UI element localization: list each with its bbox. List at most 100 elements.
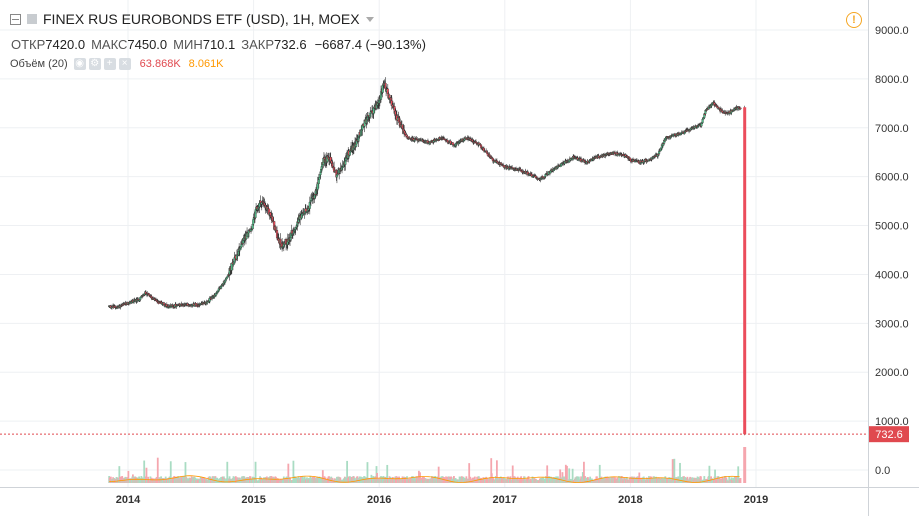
volume-bar bbox=[236, 477, 239, 483]
volume-bar bbox=[499, 476, 502, 483]
volume-bar bbox=[169, 461, 172, 483]
x-tick-label: 2014 bbox=[116, 494, 141, 506]
volume-bar bbox=[482, 477, 485, 483]
volume-bar bbox=[346, 460, 349, 483]
chart-title-row: FINEX RUS EUROBONDS ETF (USD), 1H, MOEX bbox=[10, 10, 374, 28]
chevron-down-icon[interactable] bbox=[365, 16, 374, 22]
volume-bar bbox=[583, 461, 585, 483]
volume-bar bbox=[550, 476, 553, 483]
candle-body bbox=[701, 119, 704, 123]
candle-body bbox=[629, 157, 632, 160]
volume-bar bbox=[732, 477, 735, 483]
volume-ma-line bbox=[109, 475, 740, 483]
last-price-label-bg bbox=[869, 426, 909, 443]
volume-bar bbox=[584, 477, 587, 483]
candle-body bbox=[206, 301, 209, 304]
volume-bar bbox=[700, 476, 702, 483]
volume-bar bbox=[349, 476, 351, 483]
volume-bar bbox=[350, 476, 353, 483]
y-tick-label: 3000.0 bbox=[875, 318, 909, 330]
volume-bar bbox=[354, 478, 356, 483]
volume-bar bbox=[523, 476, 526, 483]
collapse-icon[interactable] bbox=[10, 13, 21, 25]
candle-body bbox=[252, 219, 255, 225]
y-tick-label: 2000.0 bbox=[875, 367, 909, 379]
high-value: 7450.0 bbox=[127, 36, 168, 52]
y-tick-label: 4000.0 bbox=[875, 269, 909, 281]
low-value: 710.1 bbox=[202, 36, 236, 52]
volume-bar bbox=[638, 472, 641, 483]
volume-bar bbox=[145, 467, 148, 483]
volume-bar bbox=[598, 464, 601, 483]
volume-bar bbox=[618, 476, 620, 483]
volume-value-2: 8.061K bbox=[188, 58, 224, 70]
volume-bar bbox=[120, 476, 122, 483]
volume-bar bbox=[684, 477, 686, 483]
volume-bar bbox=[121, 476, 124, 483]
volume-bar bbox=[118, 476, 121, 483]
x-tick-label: 2018 bbox=[618, 494, 642, 506]
gear-icon[interactable]: ⚙ bbox=[88, 58, 101, 70]
volume-bar bbox=[671, 459, 674, 483]
volume-bar bbox=[265, 476, 268, 483]
volume-bar bbox=[302, 477, 304, 483]
volume-bar bbox=[717, 476, 720, 483]
volume-bar-last bbox=[743, 447, 747, 483]
volume-bar bbox=[722, 478, 724, 483]
volume-bar bbox=[564, 464, 567, 483]
volume-bar bbox=[254, 461, 257, 483]
candle-body bbox=[230, 263, 233, 271]
symbol-color-icon bbox=[27, 14, 37, 24]
volume-bar bbox=[599, 478, 602, 483]
volume-bar bbox=[458, 476, 461, 483]
volume-bar bbox=[576, 476, 579, 483]
volume-bar bbox=[187, 478, 190, 483]
candle-body-last bbox=[743, 107, 747, 435]
volume-bar bbox=[434, 476, 437, 483]
eye-icon[interactable]: ◉ bbox=[73, 58, 86, 70]
candle-body bbox=[739, 107, 742, 110]
volume-bar bbox=[190, 476, 193, 483]
volume-bar bbox=[382, 476, 385, 483]
volume-bar bbox=[581, 472, 584, 483]
y-tick-label: 0.0 bbox=[875, 465, 890, 477]
volume-bar bbox=[484, 477, 486, 483]
candle-body bbox=[318, 177, 321, 181]
volume-bar bbox=[490, 458, 493, 483]
close-label: ЗАКР bbox=[241, 36, 275, 52]
x-tick-label: 2019 bbox=[744, 494, 768, 506]
change-value: −6687.4 (−90.13%) bbox=[314, 36, 426, 52]
volume-bar bbox=[321, 470, 324, 483]
volume-bar bbox=[708, 465, 711, 483]
volume-bar bbox=[509, 476, 512, 483]
high-label: МАКС bbox=[91, 36, 128, 52]
candle-body bbox=[559, 165, 562, 167]
volume-bar bbox=[577, 476, 580, 483]
close-icon[interactable]: × bbox=[118, 58, 131, 70]
volume-bar bbox=[294, 476, 297, 483]
volume-bar bbox=[287, 463, 290, 483]
volume-bar bbox=[566, 465, 568, 483]
y-tick-label: 9000.0 bbox=[875, 25, 909, 37]
volume-bar bbox=[412, 476, 415, 483]
volume-bar bbox=[372, 476, 375, 483]
volume-bar bbox=[415, 476, 418, 483]
volume-bar bbox=[558, 478, 560, 483]
volume-bar bbox=[173, 478, 176, 483]
volume-indicator-label[interactable]: Объём (20) bbox=[10, 58, 68, 70]
candle-body bbox=[317, 179, 320, 184]
chart-title[interactable]: FINEX RUS EUROBONDS ETF (USD), 1H, MOEX bbox=[43, 11, 360, 27]
volume-bar bbox=[339, 477, 342, 483]
volume-bar bbox=[386, 464, 389, 483]
volume-bar bbox=[739, 477, 742, 483]
plus-icon[interactable]: + bbox=[103, 58, 116, 70]
y-tick-label: 5000.0 bbox=[875, 221, 909, 233]
y-tick-label: 8000.0 bbox=[875, 74, 909, 86]
warning-icon[interactable]: ! bbox=[846, 12, 862, 28]
volume-bar bbox=[163, 478, 165, 483]
open-label: ОТКР bbox=[11, 36, 46, 52]
volume-bar bbox=[336, 476, 338, 483]
volume-bar bbox=[531, 476, 534, 483]
